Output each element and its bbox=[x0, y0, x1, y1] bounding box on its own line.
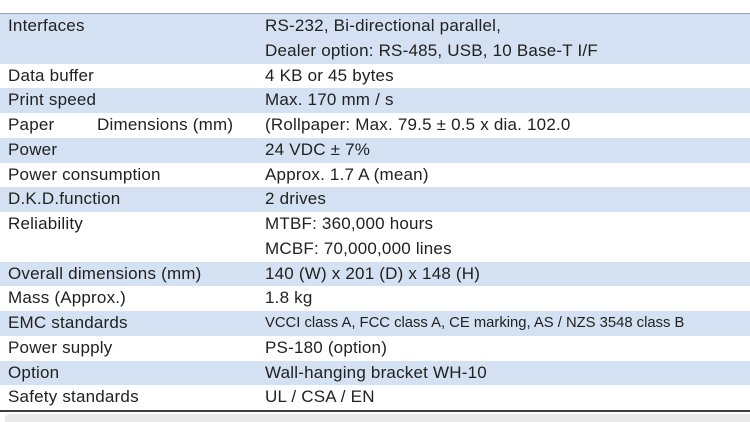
spec-value-line: Wall-hanging bracket WH-10 bbox=[265, 362, 487, 382]
spec-value-line: 2 drives bbox=[265, 189, 327, 209]
spec-value-cell: 4 KB or 45 bytes bbox=[265, 64, 750, 89]
spec-label: Paper bbox=[8, 115, 55, 134]
spec-value-cell: Max. 170 mm / s bbox=[265, 88, 750, 113]
spec-label-cell: Option bbox=[0, 361, 265, 386]
spec-label: Reliability bbox=[8, 214, 83, 233]
spec-value-line: 140 (W) x 201 (D) x 148 (H) bbox=[265, 263, 481, 283]
spec-value-line: PS-180 (option) bbox=[265, 337, 388, 357]
spec-label-cell: EMC standards bbox=[0, 311, 265, 336]
spec-row: Power supply PS-180 (option) bbox=[0, 336, 750, 361]
spec-value-line: 24 VDC ± 7% bbox=[265, 139, 371, 159]
spec-label: Safety standards bbox=[8, 387, 139, 407]
spec-label-cell: Reliability bbox=[0, 212, 265, 262]
spec-label: Option bbox=[8, 362, 60, 382]
spec-value-line: VCCI class A, FCC class A, CE marking, A… bbox=[265, 315, 685, 331]
spec-row: Paper Dimensions (mm) (Rollpaper: Max. 79.… bbox=[0, 113, 750, 138]
spec-value-line: 1.8 kg bbox=[265, 288, 313, 308]
spec-value-cell: Wall-hanging bracket WH-10 bbox=[265, 361, 750, 386]
footer-strip bbox=[5, 414, 750, 422]
spec-label-cell: Print speed bbox=[0, 88, 265, 113]
spec-value-line: 4 KB or 45 bytes bbox=[265, 65, 394, 85]
spec-label: D.K.D.function bbox=[8, 189, 121, 209]
spec-label-cell: Safety standards bbox=[0, 385, 265, 410]
spec-label-cell: Power bbox=[0, 138, 265, 163]
spec-row: Overall dimensions (mm) 140 (W) x 201 (D)… bbox=[0, 261, 750, 287]
spec-sublabel: Dimensions (mm) bbox=[97, 115, 234, 134]
spec-value-line: MTBF: 360,000 hours bbox=[265, 214, 434, 233]
spec-row: Power consumption Approx. 1.7 A (mean) bbox=[0, 163, 750, 188]
spec-row: Interfaces RS-232, Bi-directional paralle… bbox=[0, 14, 750, 64]
spec-value-cell: 1.8 kg bbox=[265, 286, 750, 311]
spec-value-cell: 140 (W) x 201 (D) x 148 (H) bbox=[265, 262, 750, 287]
spec-row: Power 24 VDC ± 7% bbox=[0, 137, 750, 163]
spec-value-line: Max. 170 mm / s bbox=[265, 90, 394, 110]
spec-label: Print speed bbox=[8, 90, 97, 110]
spec-label: EMC standards bbox=[8, 313, 128, 332]
spec-value-cell: Approx. 1.7 A (mean) bbox=[265, 163, 750, 188]
spec-row: Option Wall-hanging bracket WH-10 bbox=[0, 360, 750, 386]
spec-label: Interfaces bbox=[8, 16, 85, 35]
spec-value-line: RS-232, Bi-directional parallel, bbox=[265, 16, 502, 35]
spec-value-cell: (Rollpaper: Max. 79.5 ± 0.5 x dia. 102.0 bbox=[265, 113, 750, 138]
spec-label-cell: Power supply bbox=[0, 336, 265, 361]
spec-value-cell: MTBF: 360,000 hours MCBF: 70,000,000 line… bbox=[265, 212, 750, 262]
spec-label: Power consumption bbox=[8, 164, 161, 184]
spec-row: Data buffer 4 KB or 45 bytes bbox=[0, 64, 750, 89]
spec-label-cell: D.K.D.function bbox=[0, 187, 265, 212]
spec-label-cell: Power consumption bbox=[0, 163, 265, 188]
spec-label: Power bbox=[8, 139, 58, 159]
spec-label: Power supply bbox=[8, 337, 113, 357]
spec-label-cell: Data buffer bbox=[0, 64, 265, 89]
spec-row: Reliability MTBF: 360,000 hours MCBF: 70,0… bbox=[0, 212, 750, 262]
spec-label-cell: Mass (Approx.) bbox=[0, 286, 265, 311]
spec-value-cell: PS-180 (option) bbox=[265, 336, 750, 361]
spec-row: EMC standards VCCI class A, FCC class A, … bbox=[0, 311, 750, 336]
spec-value-line: Approx. 1.7 A (mean) bbox=[265, 164, 429, 184]
spec-value-cell: 2 drives bbox=[265, 187, 750, 212]
spec-value-cell: VCCI class A, FCC class A, CE marking, A… bbox=[265, 311, 750, 336]
spec-value-cell: UL / CSA / EN bbox=[265, 385, 750, 410]
spec-value-cell: 24 VDC ± 7% bbox=[265, 138, 750, 163]
spec-label-cell: Overall dimensions (mm) bbox=[0, 262, 265, 287]
spec-value-line: UL / CSA / EN bbox=[265, 387, 375, 407]
spec-value-line: Dealer option: RS-485, USB, 10 Base-T I/… bbox=[265, 40, 598, 60]
spec-label: Data buffer bbox=[8, 65, 94, 85]
spec-value-line: MCBF: 70,000,000 lines bbox=[265, 238, 452, 258]
spec-label-cell: Interfaces bbox=[0, 14, 265, 64]
spec-table: Interfaces RS-232, Bi-directional paralle… bbox=[0, 13, 750, 412]
spec-row: Print speed Max. 170 mm / s bbox=[0, 88, 750, 113]
spec-label-cell: Paper Dimensions (mm) bbox=[0, 113, 265, 138]
spec-label: Mass (Approx.) bbox=[8, 288, 127, 308]
spec-row: Safety standards UL / CSA / EN bbox=[0, 385, 750, 410]
spec-label: Overall dimensions (mm) bbox=[8, 263, 202, 283]
spec-row: Mass (Approx.) 1.8 kg bbox=[0, 286, 750, 311]
spec-row: D.K.D.function 2 drives bbox=[0, 187, 750, 212]
spec-value-cell: RS-232, Bi-directional parallel, Dealer o… bbox=[265, 14, 750, 64]
spec-value-line: (Rollpaper: Max. 79.5 ± 0.5 x dia. 102.0 bbox=[265, 115, 571, 134]
